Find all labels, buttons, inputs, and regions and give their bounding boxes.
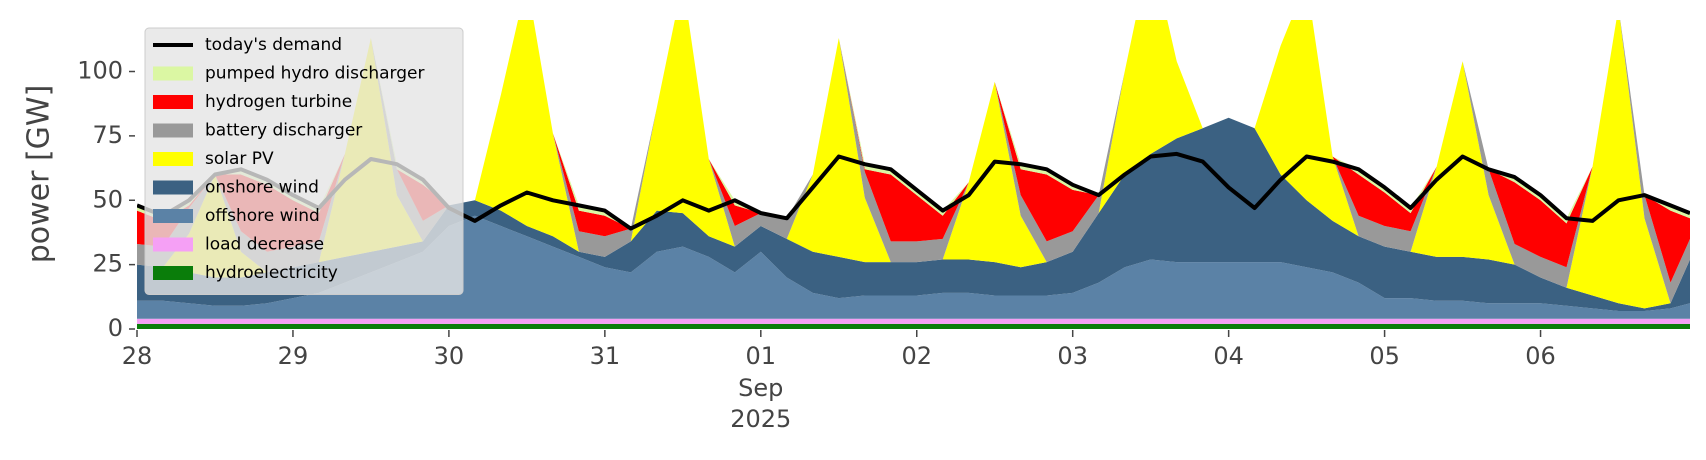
legend: today's demand pumped hydro discharger hyd… (144, 27, 464, 295)
y-axis-label: power [GW] (22, 85, 57, 264)
y-tick-label: 25 (92, 250, 123, 278)
axes: 0 25 50 75 100 28 29 30 31 01 Sep 2025 02 03 04 05 06 (77, 57, 1556, 434)
area (137, 20, 1690, 304)
legend-swatch (153, 95, 193, 109)
area (137, 117, 1690, 311)
legend-swatch (153, 180, 193, 195)
y-tick-label: 0 (108, 314, 123, 342)
x-tick-label: 01 (746, 342, 777, 370)
legend-label: pumped hydro discharger (205, 64, 424, 84)
legend-label: solar PV (205, 149, 274, 169)
x-tick-label: 31 (590, 342, 621, 370)
legend-label: offshore wind (205, 206, 320, 226)
y-tick-label: 100 (77, 57, 123, 85)
legend-swatch (153, 66, 193, 81)
y-tick-label: 50 (92, 185, 123, 213)
x-tick-label: 28 (122, 342, 153, 370)
plot-area (137, 20, 1690, 329)
area (137, 318, 1690, 324)
x-tick-label: 05 (1369, 342, 1400, 370)
area (137, 20, 1690, 283)
legend-swatch (153, 237, 193, 252)
legend-label: hydroelectricity (205, 263, 338, 283)
legend-label: today's demand (205, 35, 342, 55)
x-tick-label: 30 (434, 342, 465, 370)
y-tick-label: 75 (92, 121, 123, 149)
area (137, 20, 1690, 309)
legend-label: load decrease (205, 235, 324, 255)
x-tick-sublabel: Sep (738, 374, 783, 402)
x-tick-label: 29 (278, 342, 309, 370)
area (137, 215, 1690, 319)
legend-label: battery discharger (205, 121, 362, 141)
legend-label: hydrogen turbine (205, 92, 352, 112)
x-tick-sublabel: 2025 (730, 405, 791, 433)
x-tick-label: 04 (1213, 342, 1244, 370)
legend-label: onshore wind (205, 178, 319, 198)
area (137, 323, 1690, 329)
legend-swatch (153, 123, 193, 138)
legend-swatch (153, 209, 193, 223)
x-tick-label: 03 (1057, 342, 1088, 370)
legend-swatch (153, 152, 193, 166)
x-tick-label: 06 (1525, 342, 1556, 370)
x-tick-label: 02 (901, 342, 932, 370)
legend-swatch (153, 266, 193, 280)
legend-box (144, 27, 464, 295)
